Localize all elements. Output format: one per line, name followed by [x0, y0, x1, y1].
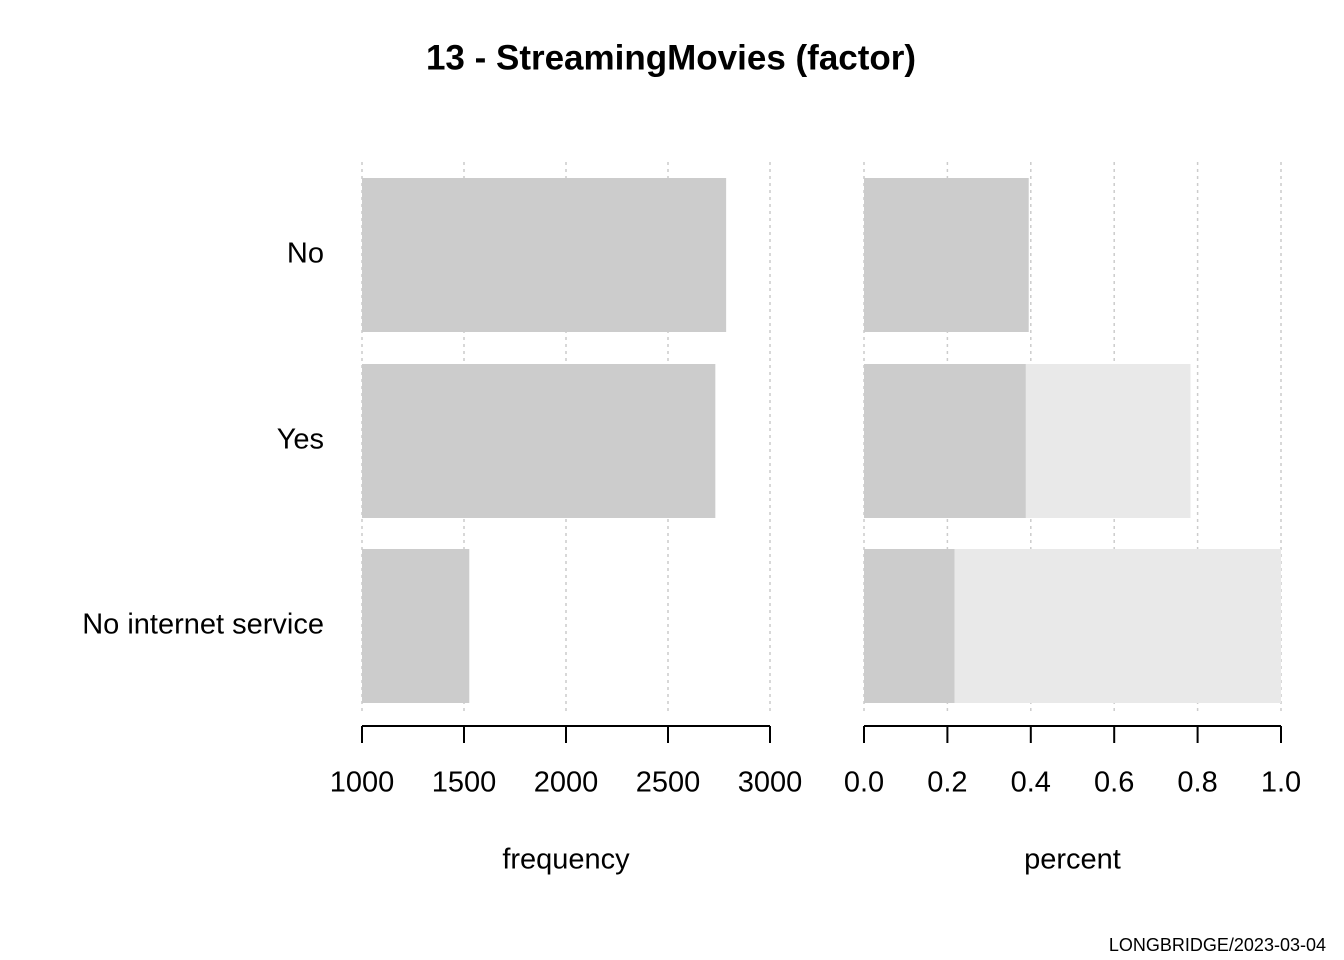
bar: [362, 549, 470, 703]
x-tick-label: 1500: [432, 767, 497, 799]
bar: [362, 364, 716, 518]
x-tick-label: 1000: [330, 767, 395, 799]
x-tick-label: 0.0: [844, 767, 884, 799]
stack-bar: [954, 549, 1281, 703]
x-tick-label: 2500: [636, 767, 701, 799]
bar: [362, 178, 727, 332]
x-tick-label: 0.6: [1094, 767, 1134, 799]
x-tick-label: 1.0: [1261, 767, 1301, 799]
x-tick-label: 0.4: [1011, 767, 1051, 799]
footer: LONGBRIDGE/2023-03-04: [1109, 935, 1326, 955]
x-tick-label: 0.8: [1177, 767, 1217, 799]
x-tick-label: 2000: [534, 767, 599, 799]
x-axis-title: frequency: [502, 844, 630, 876]
x-tick-label: 3000: [738, 767, 803, 799]
chart-title: 13 - StreamingMovies (factor): [426, 38, 916, 77]
x-tick-label: 0.2: [927, 767, 967, 799]
x-axis-title: percent: [1024, 844, 1121, 876]
bar: [864, 549, 955, 703]
y-tick-label: No internet service: [82, 609, 324, 641]
bar: [864, 178, 1029, 332]
bar: [864, 364, 1026, 518]
y-tick-label: Yes: [277, 424, 324, 456]
y-tick-label: No: [287, 238, 324, 270]
stack-bar: [1025, 364, 1191, 518]
